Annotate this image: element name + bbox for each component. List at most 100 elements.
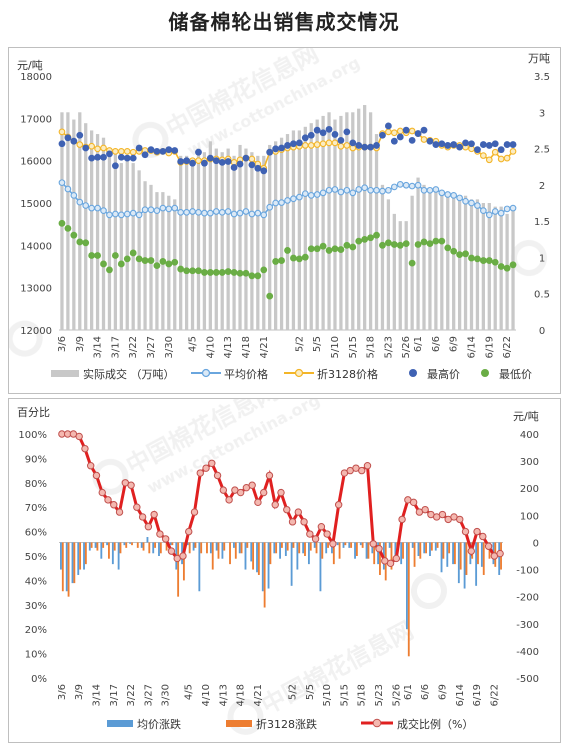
chart1-left-tick-label: 14000 [20,241,52,252]
high-price-point [497,146,505,154]
volume-bar [250,152,254,330]
volume-bar [90,130,94,330]
chart1-price-points [58,122,517,300]
volume-bar [505,213,509,330]
chart1-left-unit: 元/吨 [17,59,43,72]
volume-bar [398,221,402,330]
avg-price-marker [301,190,309,198]
high-price-point [474,146,481,154]
volume-bar [475,199,480,330]
high-price-point [396,133,404,141]
avg-change-bar [429,542,431,556]
price3128-change-bar [453,542,456,565]
avg-price-marker [112,210,119,218]
avg-change-bar [152,542,155,554]
low-price-point [485,257,493,264]
high-price-point [325,125,333,133]
high-price-point [426,137,434,145]
chart2-left-tick-label: 90% [25,454,47,465]
low-price-point [432,237,440,245]
deal-ratio-marker [179,552,187,560]
volume-bar [155,192,159,330]
volume-bar [125,155,129,330]
avg-change-bar [319,542,322,592]
price3128-change-bar [338,542,341,559]
high-price-point [491,140,499,148]
low-price-point [278,257,285,264]
low-price-point [236,269,244,277]
chart2-x-tick-label: 3/9 [74,684,85,700]
chart1-right-tick-label: 2 [539,181,545,192]
low-price-point [212,269,220,276]
price3128-change-bar [159,542,162,554]
high-price-point [94,153,101,161]
low-price-point [408,259,416,267]
high-price-point [384,122,392,130]
avg-price-marker [456,194,463,202]
chart1-x-tick-label: 3/9 [75,336,86,352]
volume-bar [481,203,485,330]
chart1-tick-labels: 12000 13000 14000 15000 16000 17000 18000 0 0.5 1… [20,72,550,358]
chart2-left-tick-label: 10% [25,650,47,661]
low-price-point [438,237,446,245]
chart1-right-tick-label: 3.5 [534,72,550,83]
avg-change-bar [123,542,126,546]
avg-price-marker [355,186,363,193]
chart2-right-tick-label: -400 [516,647,539,658]
avg-change-bar [60,542,62,570]
low-price-point [272,258,280,265]
avg-change-bar [371,542,374,554]
price3128-change-bar [442,542,445,559]
high-price-point [355,142,363,149]
low-price-point [106,266,113,274]
volume-bar [184,155,189,330]
volume-bar [339,115,343,331]
high-price-point [349,139,357,147]
price3128-change-bar [436,542,439,548]
low-price-point [284,247,291,254]
avg-change-bar [348,542,351,548]
chart2-left-tick-label: 30% [25,601,47,612]
low-price-point [70,231,78,239]
deal-ratio-marker [202,464,210,472]
price3128-change-bar [281,542,283,548]
avg-price-marker [177,208,185,216]
price3128-change-bar [67,542,70,597]
high-price-point [165,146,173,154]
volume-bar [268,144,272,330]
price3128-change-bar [240,542,243,554]
volume-bar [244,148,248,330]
deal-ratio-marker [369,540,377,548]
volume-bar [309,123,313,331]
deal-ratio-marker [461,527,470,536]
chart1-x-tick-label: 3/30 [164,336,175,358]
chart2-left-tick-label: 20% [25,625,47,636]
avg-change-bar [88,542,91,551]
avg-change-bar [498,542,501,575]
deal-ratio-marker [133,503,141,511]
deal-ratio-marker [219,486,228,494]
high-price-point [408,136,416,144]
low-price-point [361,236,369,243]
deal-ratio-marker [358,466,366,475]
avg-price-marker [254,209,262,217]
low-price-point [307,245,315,253]
volume-bar [493,206,497,330]
avg-change-bar [365,542,368,559]
high-price-point [361,143,369,151]
avg-change-bar [233,542,235,548]
low-price-point [462,250,469,258]
price3128-change-bar [355,542,358,556]
avg-price-marker [361,184,369,192]
volume-bar [119,163,123,330]
chart2-left-tick-label: 40% [25,576,47,587]
chart1-x-tick-label: 4/21 [259,336,270,358]
price3128-change-bar [430,542,433,551]
low-price-point [325,247,333,254]
avg-change-bar [158,542,160,556]
low-price-point [58,219,66,227]
chart2-right-tick-label: -300 [516,620,539,631]
legend-label-high: 最高价 [427,367,460,381]
volume-bar [143,181,147,330]
price3128-change-bar [419,542,422,559]
